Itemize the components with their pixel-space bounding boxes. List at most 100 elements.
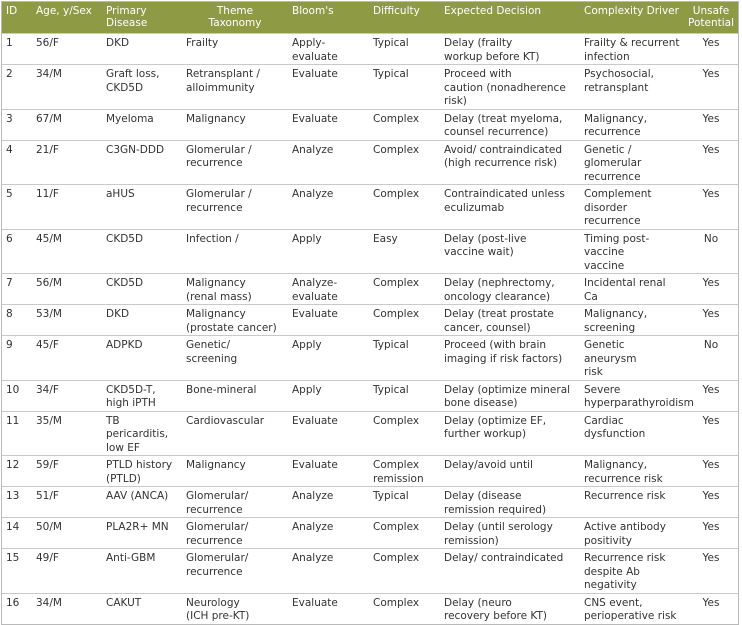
table-row: 4 21/F C3GN-DDD Glomerular / recurrence Anal… [2, 139, 738, 185]
table-cell: Malignancy, screening [580, 304, 684, 336]
table-cell: 2 [2, 64, 32, 109]
table-cell: Delay (disease remission required) [440, 486, 580, 518]
table-cell: Analyze [288, 486, 369, 518]
table-cell: Delay (post-live vaccine wait) [440, 228, 580, 274]
table-cell: 59/F [32, 455, 102, 487]
table-cell: 56/M [32, 273, 102, 305]
table-cell: Genetic/ screening [182, 335, 288, 380]
header-cell: ID [2, 2, 32, 34]
table-cell: No [684, 228, 738, 274]
table-cell: Complement disorder recurrence [580, 184, 684, 229]
table-cell: Malignancy (prostate cancer) [182, 304, 288, 336]
table-cell: Severe hyperparathyroidism [580, 379, 694, 411]
table-cell: Malignancy, recurrence risk [580, 455, 684, 487]
table-row: 10 34/F CKD5D-T, high iPTH Bone-mineral Appl… [2, 379, 738, 411]
table-cell: Yes [684, 139, 738, 185]
table-row: 6 45/M CKD5D Infection / Apply Easy Delay (pos… [2, 228, 738, 274]
table-cell: Complex [369, 184, 440, 229]
table-cell: Typical [369, 33, 440, 65]
table-row: 9 45/F ADPKD Genetic/ screening Apply Typical… [2, 335, 738, 380]
table-cell: Apply [288, 228, 369, 274]
table-cell: Incidental renal Ca [580, 273, 684, 305]
table-cell: Yes [684, 592, 738, 624]
table-cell: Psychosocial, retransplant [580, 64, 684, 109]
table-cell: Frailty & recurrent infection [580, 33, 684, 65]
header-cell: Complexity Driver [580, 2, 684, 34]
table-cell: Complex [369, 273, 440, 305]
header-cell: Expected Decision [440, 2, 580, 34]
table-cell: 3 [2, 108, 32, 140]
table-cell: Proceed with caution (nonadherence risk) [440, 64, 580, 109]
table-cell: 14 [2, 517, 32, 549]
table-cell: Yes [684, 517, 738, 549]
table-cell: Typical [369, 64, 440, 109]
table-cell: Complex [369, 517, 440, 549]
table-cell: Yes [684, 33, 738, 65]
table-cell: PTLD history (PTLD) [102, 455, 182, 487]
table-cell: 56/F [32, 33, 102, 65]
table-cell: Evaluate [288, 455, 369, 487]
table-cell: 49/F [32, 548, 102, 593]
table-cell: Recurrence risk [580, 486, 684, 518]
table-cell: Typical [369, 379, 440, 411]
header-cell: Theme Taxonomy [182, 2, 288, 34]
table-cell: 34/M [32, 592, 102, 624]
table-cell: Apply [288, 335, 369, 380]
table-cell: 6 [2, 228, 32, 274]
table-cell: Yes [684, 304, 738, 336]
table-cell: 5 [2, 184, 32, 229]
table-cell: 8 [2, 304, 32, 336]
table-cell: Glomerular/ recurrence [182, 486, 288, 518]
table-row: 5 11/F aHUS Glomerular / recurrence Analyze C… [2, 184, 738, 229]
table-cell: CNS event, perioperative risk [580, 592, 684, 624]
table-row: 3 67/M Myeloma Malignancy Evaluate Complex Del… [2, 108, 738, 140]
table-cell: Complex [369, 548, 440, 593]
table-cell: Recurrence risk despite Ab negativity [580, 548, 684, 593]
table-cell: Analyze [288, 139, 369, 185]
table-cell: 13 [2, 486, 32, 518]
table-cell: 15 [2, 548, 32, 593]
table-cell: Cardiovascular [182, 410, 288, 456]
table-cell: Yes [684, 184, 738, 229]
table-cell: Timing post-vaccine vaccine [580, 228, 684, 274]
table-cell: Glomerular / recurrence [182, 184, 288, 229]
table-cell: Neurology (ICH pre-KT) [182, 592, 288, 624]
table-cell: Delay (nephrectomy, oncology clearance) [440, 273, 580, 305]
table-cell: CKD5D [102, 228, 182, 274]
table-cell: Myeloma [102, 108, 182, 140]
table-cell: 51/F [32, 486, 102, 518]
table-cell: Evaluate [288, 304, 369, 336]
table-cell: Frailty [182, 33, 288, 65]
table-cell: Yes [684, 410, 738, 456]
table-cell: PLA2R+ MN [102, 517, 182, 549]
table-cell: Genetic / glomerular recurrence [580, 139, 684, 185]
table-cell: Typical [369, 486, 440, 518]
table-cell: Analyze- evaluate [288, 273, 369, 305]
table-cell: 12 [2, 455, 32, 487]
table-row: 13 51/F AAV (ANCA) Glomerular/ recurrence An… [2, 486, 738, 518]
table-cell: Delay/ contraindicated [440, 548, 580, 593]
table-cell: C3GN-DDD [102, 139, 182, 185]
table-cell: Yes [684, 108, 738, 140]
table-cell: 50/M [32, 517, 102, 549]
table-cell: Yes [684, 64, 738, 109]
table-row: 12 59/F PTLD history (PTLD) Malignancy Evalu… [2, 455, 738, 487]
table-row: 15 49/F Anti-GBM Glomerular/ recurrence Anal… [2, 548, 738, 593]
table-row: 16 34/M CAKUT Neurology (ICH pre-KT) Evaluat… [2, 592, 738, 624]
table-cell: Apply [288, 379, 369, 411]
table-cell: Delay (frailty workup before KT) [440, 33, 580, 65]
table-cell: Proceed (with brain imaging if risk fact… [440, 335, 580, 380]
table-cell: 34/M [32, 64, 102, 109]
table-cell: 53/M [32, 304, 102, 336]
table-cell: Evaluate [288, 410, 369, 456]
table-cell: Yes [684, 455, 738, 487]
table-cell: Typical [369, 335, 440, 380]
table-cell: Delay/avoid until [440, 455, 580, 487]
table-cell: Yes [684, 548, 738, 593]
header-cell: Difficulty [369, 2, 440, 34]
table-cell: Complex [369, 108, 440, 140]
table-cell: Contraindicated unless eculizumab [440, 184, 580, 229]
